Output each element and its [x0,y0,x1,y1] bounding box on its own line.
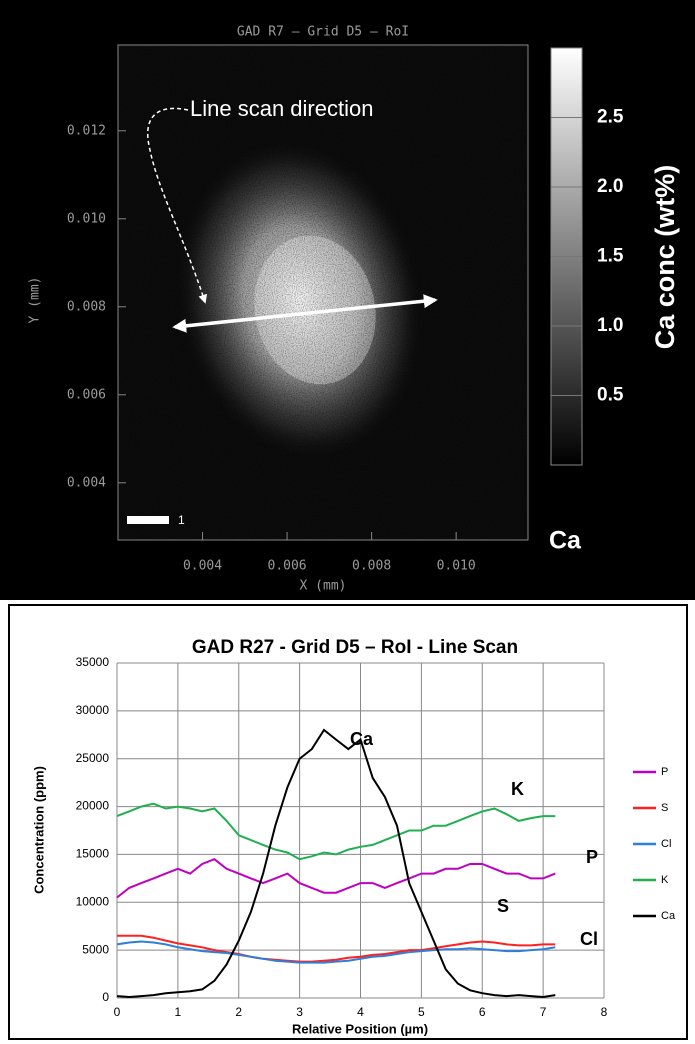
colorbar-tick-label: 2.0 [597,176,623,197]
series-line [116,858,556,899]
y-axis-label: Y (mm) [28,277,43,324]
image-frame [117,44,529,541]
x-axis-label: X (mm) [300,579,347,594]
legend-label: K [661,874,669,886]
x-tick-label: 0.006 [268,559,307,574]
legend-label: Ca [661,910,676,922]
x-tick-label: 5 [418,1005,425,1019]
y-axis-label: Concentration (ppm) [31,766,46,894]
line-annotation: P [586,847,598,867]
y-tick-label: 5000 [82,942,109,956]
series-line [116,802,556,861]
bottom-panel [8,604,688,1040]
colorbar-tick-label: 1.5 [597,246,624,267]
y-tick-label: 0 [102,990,109,1004]
y-tick-label: 35000 [76,655,110,669]
legend-label: Cl [661,838,671,850]
scale-bar-label: 1 [178,513,185,527]
x-axis-label: Relative Position (µm) [292,1021,428,1036]
y-tick-label: 25000 [76,751,110,765]
colorbar-tick-label: 2.5 [597,107,624,128]
series-line [116,940,556,964]
y-tick-label: 20000 [76,799,110,813]
line-annotation: S [497,896,509,916]
y-tick-label: 0.012 [67,123,106,138]
colorbar-tick-label: 1.0 [597,315,623,336]
line-annotation: K [511,779,524,799]
y-tick-label: 0.006 [67,387,106,402]
y-tick-label: 0.008 [67,299,106,314]
y-tick-label: 15000 [76,847,110,861]
x-tick-label: 8 [601,1005,608,1019]
chart-title: GAD R27 - Grid D5 – RoI - Line Scan [192,637,518,658]
line-annotation: Ca [350,729,374,749]
direction-arrow [147,107,208,304]
series-line [116,728,556,999]
annotation: Line scan direction [190,96,373,121]
x-tick-label: 0.004 [183,559,222,574]
chart-title: GAD R7 – Grid D5 – RoI [237,25,409,40]
x-tick-label: 3 [296,1005,303,1019]
image-noise [118,45,528,540]
legend-label: P [661,766,668,778]
y-tick-label: 10000 [76,894,110,908]
x-tick-label: 0.008 [352,559,391,574]
element-label: Ca [549,527,582,555]
colorbar-tick-label: 0.5 [597,385,624,406]
scale-bar [127,516,169,524]
legend-label: S [661,802,668,814]
x-tick-label: 2 [235,1005,242,1019]
x-tick-label: 6 [479,1005,486,1019]
x-tick-label: 0.010 [437,559,476,574]
x-tick-label: 4 [357,1005,364,1019]
series-line [117,934,556,963]
y-tick-label: 0.004 [67,475,106,490]
x-tick-label: 0 [114,1005,121,1019]
x-tick-label: 1 [175,1005,182,1019]
colorbar-label: Ca conc (wt%) [650,165,680,350]
line-annotation: Cl [580,929,598,949]
scan-arrow [172,294,438,333]
y-tick-label: 0.010 [67,211,106,226]
x-tick-label: 7 [540,1005,547,1019]
y-tick-label: 30000 [76,703,110,717]
